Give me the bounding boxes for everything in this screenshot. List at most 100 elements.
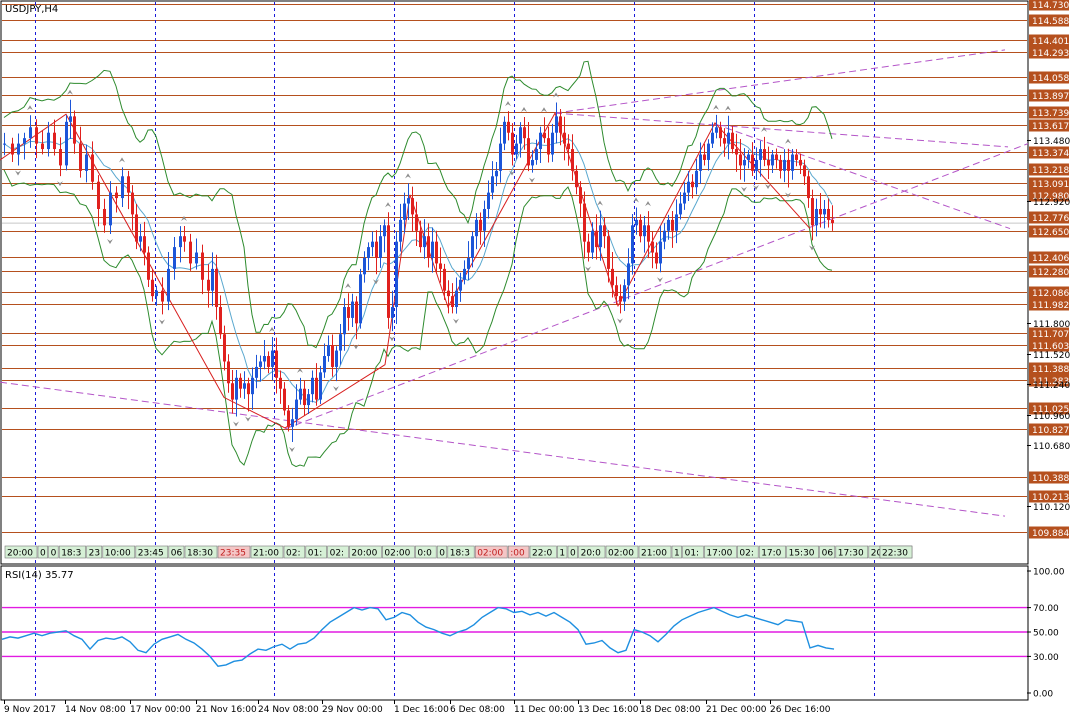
level-badge: [1029, 211, 1069, 224]
candle-body: [623, 285, 626, 302]
candle-body: [155, 290, 158, 297]
session-box: [305, 545, 327, 559]
fractal-down-icon: [233, 421, 239, 427]
fractal-down-icon: [57, 181, 63, 187]
candle-body: [343, 307, 346, 335]
level-badge-value: 112.980: [1032, 192, 1069, 202]
candle-body: [607, 236, 610, 269]
fractal-up-icon: [181, 215, 187, 221]
candle-body: [415, 214, 418, 231]
candle-body: [291, 419, 294, 427]
level-badge-value: 114.293: [1032, 49, 1069, 59]
candle-body: [467, 257, 470, 269]
session-box: [184, 545, 218, 559]
session-box: [415, 545, 437, 559]
session-box: [48, 545, 59, 559]
fractal-down-icon: [785, 192, 791, 198]
session-box: [704, 545, 737, 559]
candle-body: [703, 154, 706, 160]
candle-body: [519, 127, 522, 144]
candle-body: [431, 241, 434, 258]
candle-body: [59, 149, 62, 166]
candle-body: [559, 116, 562, 133]
candle-body: [135, 214, 138, 242]
candle-body: [11, 143, 14, 155]
rsi-axis: 100.00 70.00 50.00 30.00 0.00: [1027, 568, 1065, 700]
session-box: [682, 545, 704, 559]
level-badge: [1029, 327, 1069, 340]
time-tick-label: 17 Nov 00:00: [130, 705, 191, 715]
session-box: [671, 545, 682, 559]
candle-body: [687, 181, 690, 193]
candle-body: [97, 181, 100, 209]
session-box-label: 0: [570, 549, 576, 559]
fractal-up-icon: [119, 157, 125, 163]
fractal-down-icon: [585, 266, 591, 272]
candle-body: [259, 361, 262, 367]
candle-body: [631, 225, 634, 264]
trendlines: [0, 49, 1029, 517]
candle-body: [635, 219, 638, 226]
session-box-label: 20:0: [581, 549, 601, 559]
candle-body: [407, 198, 410, 204]
candle-body: [179, 236, 182, 248]
session-box-label: 21:00: [253, 549, 279, 559]
candle-body: [367, 247, 370, 258]
candle-body: [555, 116, 558, 133]
candle-body: [723, 138, 726, 144]
fractal-down-icon: [617, 318, 623, 324]
level-badge: [1029, 298, 1069, 311]
candle-body: [671, 219, 674, 231]
candle-body: [515, 143, 518, 155]
fractal-down-icon: [373, 279, 379, 285]
level-badge-value: 112.650: [1032, 228, 1069, 238]
session-box: [349, 545, 382, 559]
candle-body: [299, 388, 302, 400]
level-badge: [1029, 163, 1069, 176]
time-tick-label: 21 Dec 00:00: [706, 705, 767, 715]
session-box-label: 06: [171, 549, 183, 559]
candle-body: [311, 377, 314, 395]
candle-body: [139, 236, 142, 242]
session-box: [578, 545, 606, 559]
fractal-down-icon: [741, 186, 747, 192]
candle-body: [47, 132, 50, 150]
level-badge: [1029, 251, 1069, 264]
session-box-label: 01:: [308, 549, 322, 559]
candle-body: [707, 143, 710, 160]
candle-body: [831, 219, 834, 224]
session-box-label: :00: [510, 549, 525, 559]
candle-body: [767, 159, 770, 166]
time-tick-label: 21 Nov 16:00: [196, 705, 257, 715]
candle-body: [487, 192, 490, 209]
candle-body: [459, 279, 462, 291]
level-badge: [1029, 0, 1069, 11]
session-box-label: 18:3: [61, 549, 81, 559]
level-badge: [1029, 374, 1069, 387]
session-box: [507, 545, 530, 559]
session-box: [102, 545, 136, 559]
session-box: [474, 545, 508, 559]
candle-body: [571, 149, 574, 171]
session-box: [436, 545, 448, 559]
fractal-up-icon: [405, 173, 411, 179]
fractal-down-icon: [389, 336, 395, 342]
candle-body: [371, 241, 374, 248]
session-box-label: 20:00: [351, 549, 377, 559]
session-box-label: 15:30: [789, 549, 815, 559]
time-tick-label: 6 Dec 08:00: [450, 705, 505, 715]
time-tick-label: 26 Dec 16:00: [770, 705, 831, 715]
candle-body: [239, 377, 242, 389]
fractal-down-icon: [245, 416, 251, 422]
price-tick-label: 110.960: [1033, 412, 1070, 422]
candle-body: [499, 143, 502, 171]
session-box: [529, 545, 557, 559]
session-box-label: 0: [439, 549, 445, 559]
candle-body: [251, 377, 254, 395]
fractal-up-icon: [725, 105, 731, 111]
candle-body: [423, 236, 426, 248]
price-panel[interactable]: [0, 0, 1029, 565]
candle-body: [227, 361, 230, 384]
session-box: [37, 545, 48, 559]
